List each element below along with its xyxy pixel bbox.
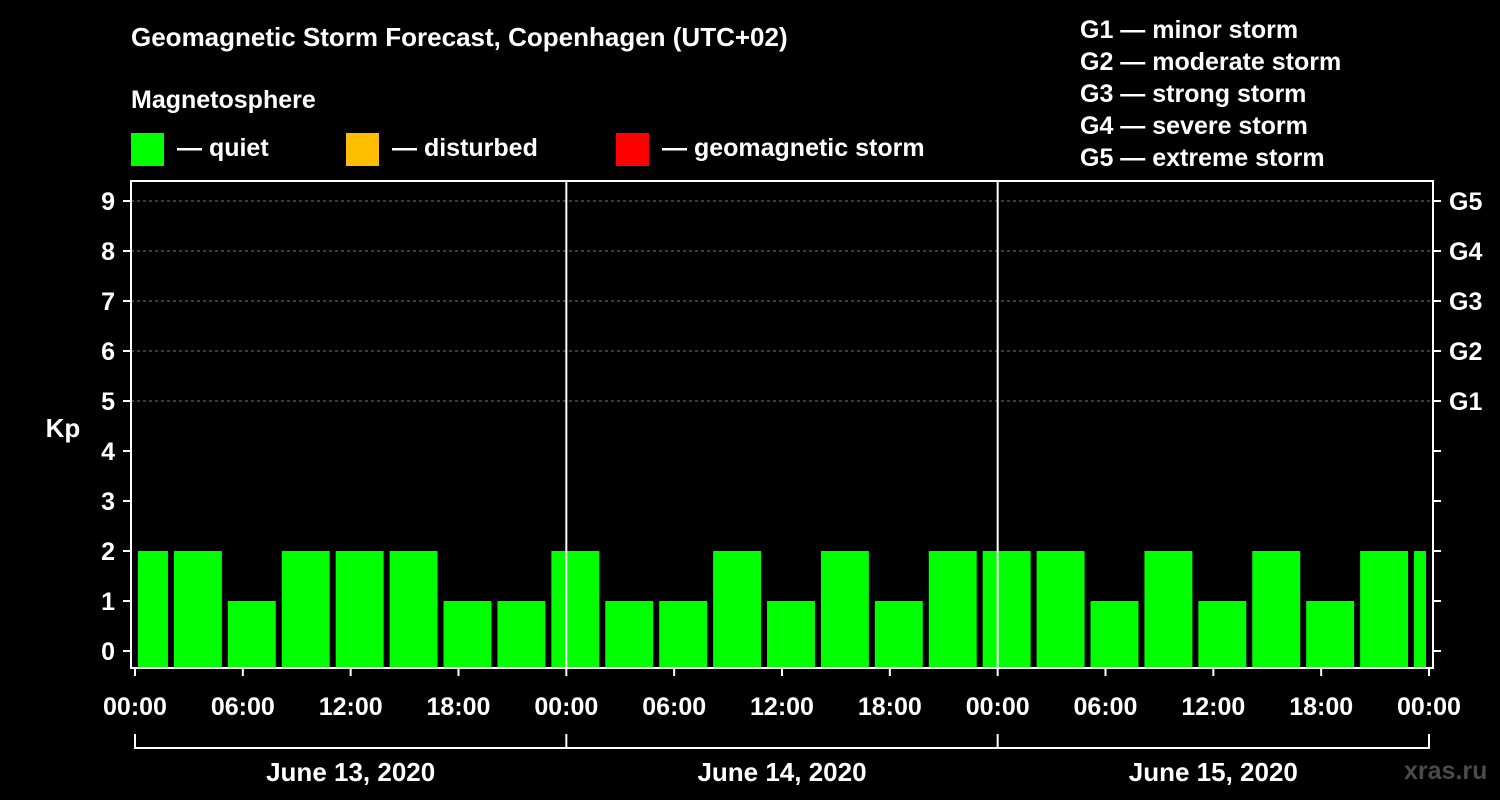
xtick-label-3: 18:00 — [427, 693, 491, 721]
ytick-label-8: 8 — [101, 238, 115, 266]
bar-8 — [551, 551, 600, 668]
ytick-label-2: 2 — [101, 538, 115, 566]
day-label-1: June 14, 2020 — [697, 757, 866, 787]
storm-scale-g2: G2 — moderate storm — [1080, 48, 1342, 76]
day-label-2: June 15, 2020 — [1129, 757, 1298, 787]
bar-17 — [1036, 551, 1085, 668]
watermark: xras.ru — [1404, 757, 1488, 785]
xtick-label-9: 06:00 — [1074, 693, 1138, 721]
chart-title: Geomagnetic Storm Forecast, Copenhagen (… — [131, 22, 788, 52]
storm-scale-legend: G1 — minor storm G2 — moderate storm G3 … — [1080, 14, 1341, 174]
xtick-label-10: 12:00 — [1181, 693, 1245, 721]
xtick-label-6: 12:00 — [750, 693, 814, 721]
bar-0 — [138, 551, 168, 668]
ytick-label-3: 3 — [101, 488, 115, 516]
right-tick-label-g2: G2 — [1449, 338, 1482, 366]
bar-4 — [335, 551, 384, 668]
bar-19 — [1144, 551, 1193, 668]
bar-1 — [173, 551, 222, 668]
xtick-label-5: 06:00 — [642, 693, 706, 721]
storm-scale-g1: G1 — minor storm — [1080, 16, 1299, 44]
ytick-label-7: 7 — [101, 288, 115, 316]
bar-2 — [227, 601, 276, 668]
day-label-0: June 13, 2020 — [266, 757, 435, 787]
ytick-label-9: 9 — [101, 188, 115, 216]
bar-21 — [1252, 551, 1301, 668]
right-tick-label-g4: G4 — [1449, 238, 1482, 266]
bar-18 — [1090, 601, 1139, 668]
xtick-label-12: 00:00 — [1397, 693, 1461, 721]
legend-label-storm: — geomagnetic storm — [662, 134, 925, 162]
storm-scale-g4: G4 — severe storm — [1080, 112, 1308, 140]
ytick-label-6: 6 — [101, 338, 115, 366]
legend-swatch-disturbed — [346, 133, 379, 166]
bar-13 — [820, 551, 869, 668]
bar-12 — [767, 601, 815, 668]
legend-subtitle: Magnetosphere — [131, 86, 316, 114]
bar-11 — [713, 551, 762, 668]
bar-10 — [659, 601, 708, 668]
y-axis-label: Kp — [46, 413, 81, 443]
legend-swatch-quiet — [131, 133, 164, 166]
xtick-label-1: 06:00 — [211, 693, 275, 721]
ytick-label-1: 1 — [101, 588, 115, 616]
bar-6 — [443, 601, 492, 668]
bar-15 — [928, 551, 977, 668]
xtick-label-4: 00:00 — [534, 693, 598, 721]
storm-scale-g3: G3 — strong storm — [1080, 80, 1307, 108]
xtick-label-8: 00:00 — [966, 693, 1030, 721]
right-tick-label-g3: G3 — [1449, 288, 1482, 316]
legend-label-quiet: — quiet — [177, 134, 269, 162]
bar-16 — [982, 551, 1031, 668]
legend-swatch-storm — [616, 133, 649, 166]
bar-7 — [497, 601, 546, 668]
xtick-label-2: 12:00 — [319, 693, 383, 721]
legend-label-disturbed: — disturbed — [392, 134, 538, 162]
ytick-label-0: 0 — [101, 638, 115, 666]
xtick-label-0: 00:00 — [103, 693, 167, 721]
right-tick-label-g1: G1 — [1449, 388, 1482, 416]
bar-5 — [389, 551, 438, 668]
bar-23 — [1360, 551, 1409, 668]
ytick-label-4: 4 — [101, 438, 115, 466]
storm-scale-g5: G5 — extreme storm — [1080, 144, 1325, 172]
right-tick-label-g5: G5 — [1449, 188, 1482, 216]
bar-3 — [281, 551, 330, 668]
ytick-label-5: 5 — [101, 388, 115, 416]
bar-24 — [1414, 551, 1426, 668]
bar-14 — [874, 601, 923, 668]
bar-9 — [605, 601, 654, 668]
xtick-label-7: 18:00 — [858, 693, 922, 721]
bar-22 — [1306, 601, 1355, 668]
bar-20 — [1198, 601, 1247, 668]
xtick-label-11: 18:00 — [1289, 693, 1353, 721]
